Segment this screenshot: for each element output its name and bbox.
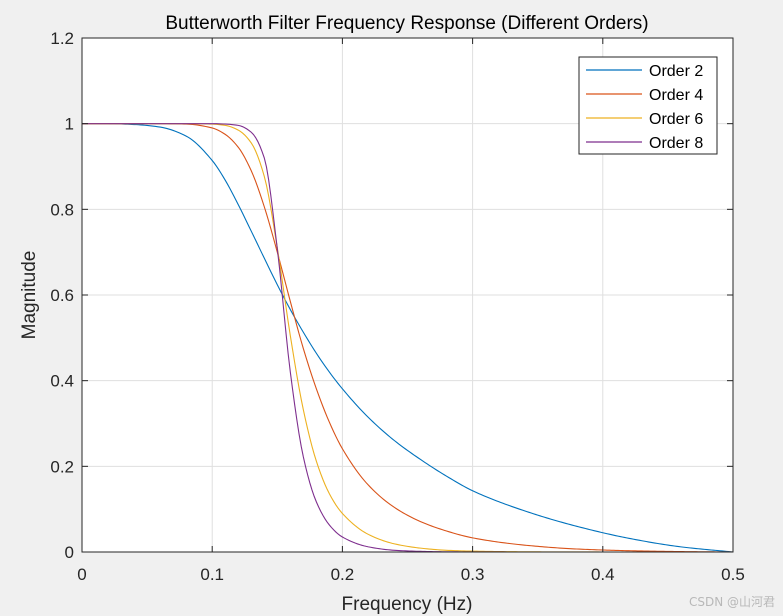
y-tick-label: 1 bbox=[65, 115, 74, 134]
y-tick-label: 0.2 bbox=[50, 457, 74, 476]
y-tick-label: 1.2 bbox=[50, 29, 74, 48]
y-tick-label: 0.8 bbox=[50, 200, 74, 219]
y-axis-label: Magnitude bbox=[19, 251, 40, 340]
x-axis-label: Frequency (Hz) bbox=[342, 594, 473, 615]
x-tick-label: 0.3 bbox=[461, 565, 485, 584]
y-tick-label: 0 bbox=[65, 543, 74, 562]
legend-label-1: Order 2 bbox=[649, 63, 703, 80]
legend-box bbox=[578, 56, 718, 155]
x-tick-label: 0 bbox=[77, 565, 86, 584]
y-ticks: 0 0.2 0.4 0.6 0.8 1 1.2 bbox=[50, 29, 733, 562]
watermark: CSDN @山河君 bbox=[688, 595, 775, 609]
x-tick-label: 0.4 bbox=[591, 565, 615, 584]
x-tick-label: 0.5 bbox=[721, 565, 745, 584]
x-tick-label: 0.1 bbox=[200, 565, 224, 584]
series-line-2 bbox=[82, 123, 734, 553]
series-line-1 bbox=[82, 123, 734, 553]
legend: Order 2 Order 4 Order 6 Order 8 bbox=[578, 56, 718, 155]
y-tick-label: 0.6 bbox=[50, 286, 74, 305]
x-tick-label: 0.2 bbox=[331, 565, 355, 584]
grid bbox=[81, 37, 734, 553]
legend-label-2: Order 4 bbox=[649, 87, 703, 104]
legend-label-4: Order 8 bbox=[649, 135, 703, 152]
chart-title: Butterworth Filter Frequency Response (D… bbox=[165, 13, 648, 34]
y-tick-label: 0.4 bbox=[50, 372, 74, 391]
legend-label-3: Order 6 bbox=[649, 111, 703, 128]
x-ticks: 0 0.1 0.2 0.3 0.4 0.5 bbox=[77, 38, 745, 584]
